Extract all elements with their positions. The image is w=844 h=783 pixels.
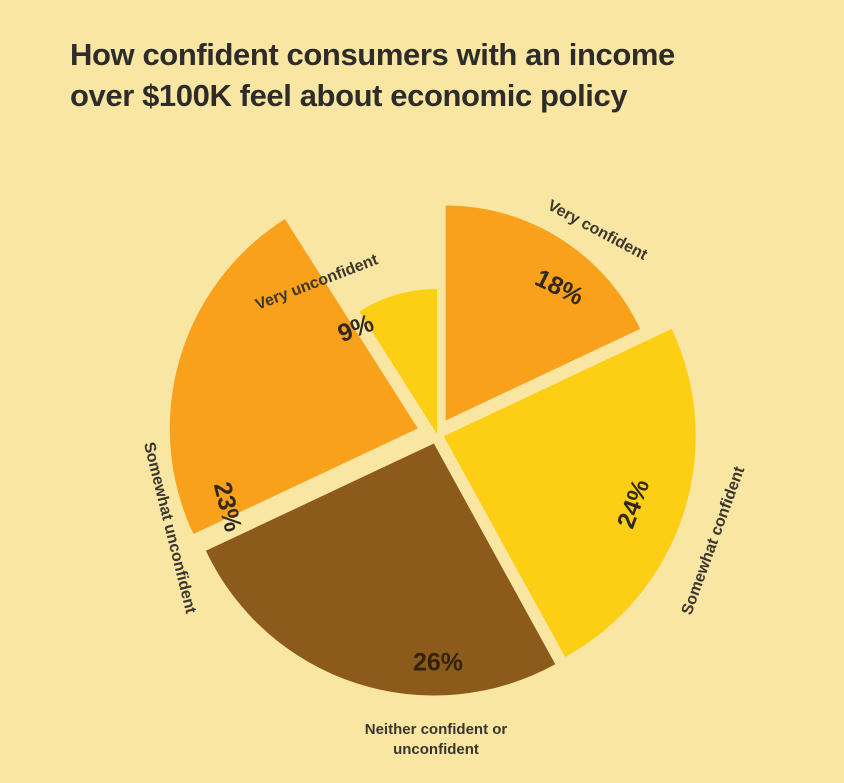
pie-slice-somewhat-confident	[443, 328, 696, 657]
chart-title: How confident consumers with an income o…	[70, 35, 675, 117]
pie-slice-very-unconfident	[359, 289, 437, 434]
chart-title-line2: over $100K feel about economic policy	[70, 77, 628, 113]
pie-slice-neither-confident-or-unconfident	[205, 443, 556, 696]
pie-slice-somewhat-unconfident	[169, 219, 418, 534]
slice-label-neither-confident-or-unconfident: Neither confident or unconfident	[364, 720, 508, 758]
chart-title-line1: How confident consumers with an income	[70, 36, 675, 72]
slice-pct-neither-confident-or-unconfident: 26%	[412, 648, 464, 677]
pie-slice-very-confident	[445, 205, 641, 421]
